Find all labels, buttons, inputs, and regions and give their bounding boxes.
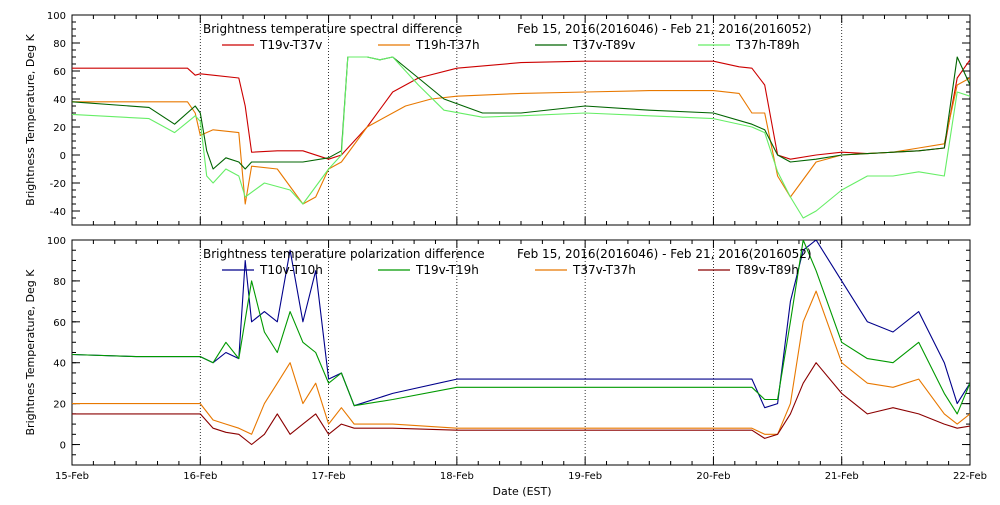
y-tick-label: 100: [47, 11, 66, 22]
y-tick-label: 100: [47, 236, 66, 247]
legend-label: T19v-T37v: [259, 38, 322, 52]
y-tick-label: 40: [53, 95, 66, 106]
x-tick-label: 15-Feb: [55, 471, 89, 482]
legend-label: T37h-T89h: [735, 38, 800, 52]
y-tick-label: 60: [53, 67, 66, 78]
series-line-4: [72, 56, 970, 219]
x-tick-label: 17-Feb: [312, 471, 346, 482]
panel-date-range: Feb 15, 2016(2016046) - Feb 21, 2016(201…: [517, 247, 812, 261]
series-line-3: [72, 290, 970, 435]
panel-2: 15-Feb 16-Feb 17-Feb 18-Feb 19-Feb 20-Feb 21-F…: [24, 236, 987, 482]
y-axis-title: Brightness Temperature, Deg K: [24, 33, 37, 205]
y-tick-label: 80: [53, 277, 66, 288]
series-line-2: [72, 77, 970, 205]
legend-label: T10v-T10h: [259, 263, 323, 277]
series-line-3: [72, 56, 970, 170]
y-tick-label: 20: [53, 400, 66, 411]
legend-label: T19h-T37h: [415, 38, 480, 52]
series-line-1: [72, 59, 970, 160]
series-line-4: [72, 362, 970, 446]
panel-1: -40 -20 0 20 40 60 80 100 Brightness Temperature…: [24, 11, 971, 226]
x-tick-label: 22-Feb: [953, 471, 987, 482]
y-tick-label: -40: [50, 207, 66, 218]
series-group: [72, 240, 970, 446]
y-tick-label: 60: [53, 318, 66, 329]
y-tick-label: 80: [53, 39, 66, 50]
panel-title: Brightness temperature polarization diff…: [203, 247, 485, 261]
legend-label: T37v-T37h: [572, 263, 636, 277]
x-tick-label: 16-Feb: [183, 471, 217, 482]
legend-label: T89v-T89h: [735, 263, 799, 277]
panel-date-range: Feb 15, 2016(2016046) - Feb 21, 2016(201…: [517, 22, 812, 36]
plot-frame: [71, 239, 971, 466]
y-axis-title: Brightnes Temperature, Deg K: [24, 269, 37, 436]
legend-label: T19v-T19h: [415, 263, 479, 277]
series-line-2: [72, 240, 970, 415]
plot-frame: [71, 14, 971, 226]
series-group: [72, 56, 970, 219]
y-tick-label: 0: [60, 151, 66, 162]
y-tick-label: 40: [53, 359, 66, 370]
x-tick-label: 18-Feb: [440, 471, 474, 482]
x-tick-label: 20-Feb: [696, 471, 730, 482]
series-line-1: [72, 240, 970, 409]
x-tick-label: 19-Feb: [568, 471, 602, 482]
y-tick-label: 0: [60, 441, 66, 452]
x-axis-title: Date (EST): [492, 485, 551, 498]
y-tick-label: 20: [53, 123, 66, 134]
x-tick-label: 21-Feb: [825, 471, 859, 482]
legend-label: T37v-T89v: [572, 38, 635, 52]
panel-title: Brightness temperature spectral differen…: [203, 22, 462, 36]
y-tick-label: -20: [50, 179, 66, 190]
